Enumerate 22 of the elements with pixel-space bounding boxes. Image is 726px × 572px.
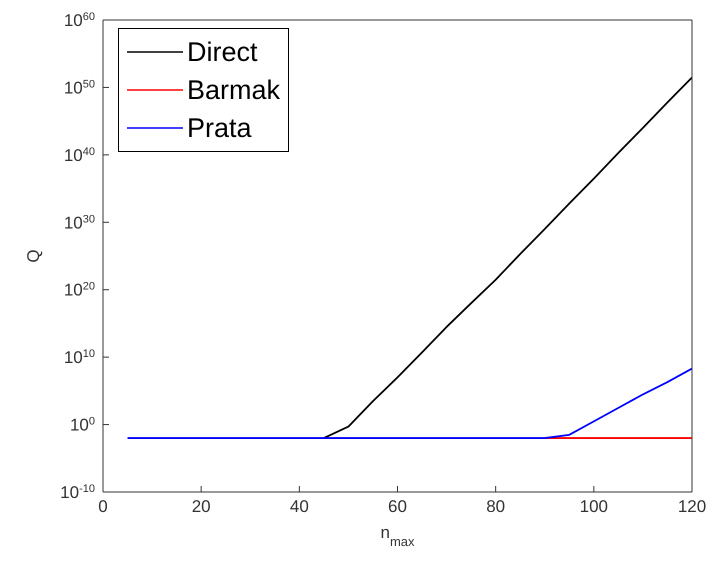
- x-tick-label: 100: [580, 497, 608, 516]
- y-tick-label: 10$^{20}$: [64, 280, 95, 300]
- x-tick-label: 80: [486, 497, 506, 516]
- x-tick-label: 40: [290, 497, 309, 516]
- x-tick-label: 0: [98, 497, 108, 516]
- x-tick-label: 120: [678, 497, 706, 516]
- legend-label: Prata: [187, 112, 252, 145]
- y-tick-label: 10$^{50}$: [64, 78, 95, 98]
- y-tick-label: 10$^{40}$: [64, 146, 95, 165]
- legend-label: Direct: [187, 36, 258, 69]
- y-axis-title: Q: [24, 249, 44, 263]
- legend-label: Barmak: [187, 74, 280, 107]
- y-tick-label: 10$^{10}$: [64, 348, 95, 368]
- line-series: [322, 76, 692, 439]
- y-tick-label: 10$^{30}$: [64, 213, 95, 232]
- y-tick-label: 10$^{60}$: [64, 11, 95, 30]
- y-tick-label: 10$^{0}$: [70, 416, 95, 435]
- x-tick-label: 60: [388, 497, 407, 516]
- line-series: [126, 368, 692, 439]
- y-tick-label: 10$^{-10}$: [60, 483, 95, 502]
- x-axis-title: n$_{max}$: [380, 523, 416, 548]
- x-tick-label: 20: [192, 497, 211, 516]
